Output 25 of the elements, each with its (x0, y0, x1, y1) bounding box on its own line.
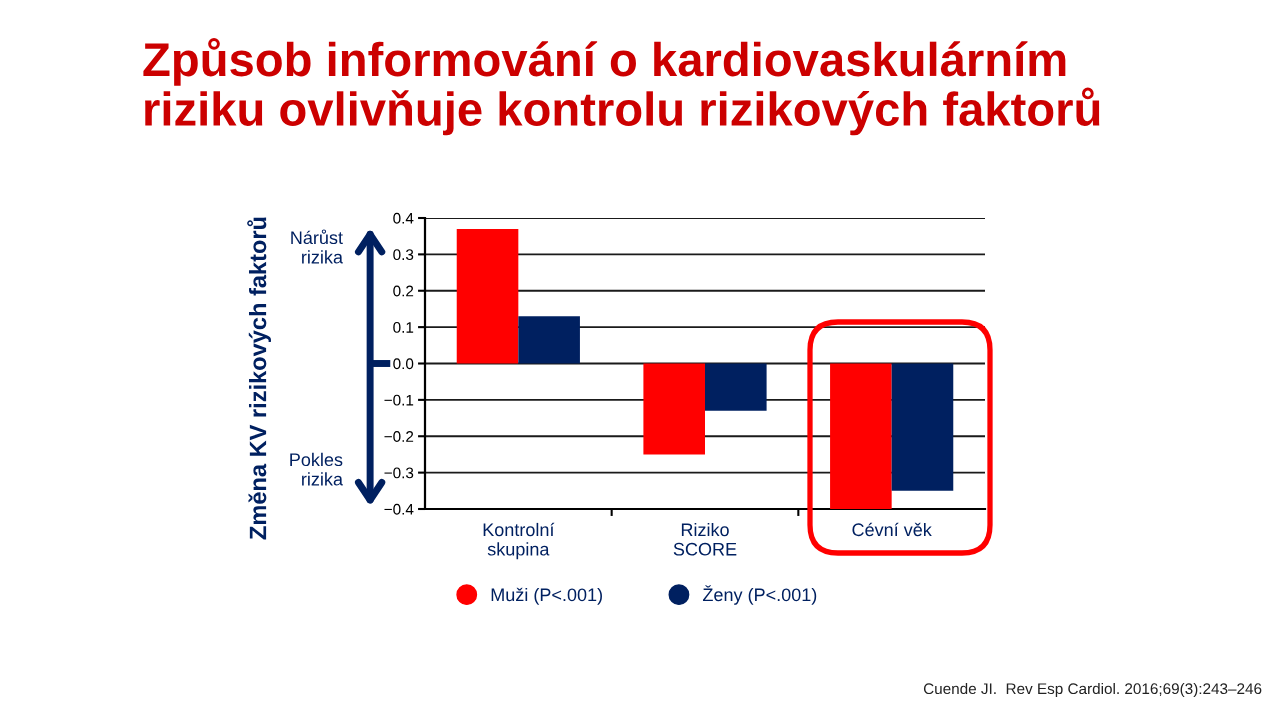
bar (705, 363, 767, 411)
y-tick-label: −0.1 (384, 394, 414, 406)
bar (891, 363, 954, 491)
y-tick-label: 0.1 (393, 321, 414, 333)
text: Cuende JI. Rev Esp Cardiol. 2016;69(3):243–246 (923, 682, 1262, 698)
bar (518, 316, 580, 364)
y-tick-label: −0.3 (384, 467, 414, 479)
x-tick-label: Cévní věk (852, 522, 932, 537)
text: Pokles rizika (290, 452, 343, 486)
legend-label: Muži (P<.001) (491, 587, 602, 605)
y-tick-label: −0.2 (384, 431, 414, 442)
legend-label: Ženy (P<.001) (702, 585, 817, 605)
chart-title: Způsob informování o kardiovaskulárním riziku ovlivňuje kontrolu rizikových faktorů (143, 38, 1100, 136)
bar (456, 228, 519, 364)
text: Nárůst rizika (291, 229, 343, 264)
y-tick-label: 0.2 (393, 285, 414, 297)
x-tick-label: Kontrolní skupina (483, 522, 555, 560)
y-axis-title: Změna KV rizikových faktorů (247, 217, 271, 540)
y-tick-label: −0.4 (384, 503, 414, 515)
bar (830, 363, 892, 509)
y-tick-label: 0.0 (393, 358, 414, 370)
y-tick-label: 0.3 (393, 249, 414, 261)
x-tick-label: Riziko SCORE (673, 522, 737, 556)
bar (643, 363, 705, 455)
y-tick-label: 0.4 (393, 212, 414, 224)
